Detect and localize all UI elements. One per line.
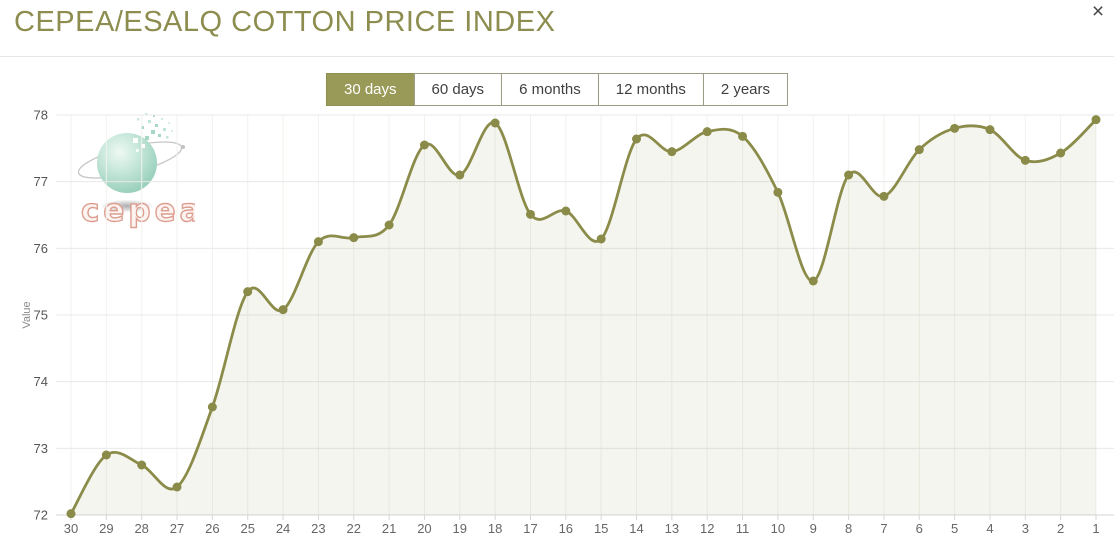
data-point[interactable] — [844, 170, 854, 180]
data-point[interactable] — [243, 287, 253, 297]
x-axis-label: 1 — [1092, 521, 1099, 536]
data-point[interactable] — [702, 127, 712, 137]
y-axis-label: 73 — [34, 441, 48, 456]
x-axis-label: 13 — [665, 521, 679, 536]
x-axis-label: 17 — [523, 521, 537, 536]
x-axis-label: 2 — [1057, 521, 1064, 536]
data-point[interactable] — [950, 123, 960, 133]
x-axis-label: 7 — [880, 521, 887, 536]
range-selector: 30 days 60 days 6 months 12 months 2 yea… — [325, 73, 789, 106]
data-point[interactable] — [101, 450, 111, 460]
data-point[interactable] — [66, 509, 76, 519]
data-point[interactable] — [596, 234, 606, 244]
data-point[interactable] — [419, 140, 429, 150]
header-divider — [0, 56, 1114, 57]
data-point[interactable] — [313, 237, 323, 247]
data-point[interactable] — [384, 220, 394, 230]
data-point[interactable] — [879, 191, 889, 201]
data-point[interactable] — [667, 147, 677, 157]
y-axis-title: Value — [21, 301, 33, 328]
x-axis-label: 8 — [845, 521, 852, 536]
area-fill — [71, 119, 1096, 516]
data-point[interactable] — [490, 118, 500, 128]
range-button-6-months[interactable]: 6 months — [501, 73, 599, 106]
x-axis-label: 26 — [205, 521, 219, 536]
data-point[interactable] — [1056, 148, 1066, 158]
x-axis-label: 21 — [382, 521, 396, 536]
x-axis-label: 4 — [986, 521, 993, 536]
close-button[interactable]: × — [1086, 0, 1110, 24]
x-axis-label: 27 — [170, 521, 184, 536]
x-axis-label: 6 — [916, 521, 923, 536]
y-axis-label: 72 — [34, 508, 48, 523]
y-axis-label: 76 — [34, 241, 48, 256]
data-point[interactable] — [137, 460, 147, 470]
data-point[interactable] — [278, 305, 288, 315]
data-point[interactable] — [914, 145, 924, 155]
data-point[interactable] — [773, 187, 783, 197]
data-point[interactable] — [207, 402, 217, 412]
x-axis-label: 5 — [951, 521, 958, 536]
data-point[interactable] — [632, 134, 642, 144]
data-point[interactable] — [738, 131, 748, 141]
data-point[interactable] — [349, 233, 359, 243]
data-point[interactable] — [172, 482, 182, 492]
x-axis-label: 15 — [594, 521, 608, 536]
x-axis-label: 30 — [64, 521, 78, 536]
data-point[interactable] — [561, 206, 571, 216]
x-axis-label: 11 — [736, 521, 750, 536]
x-axis-label: 19 — [453, 521, 467, 536]
x-axis-label: 16 — [559, 521, 573, 536]
data-point[interactable] — [525, 209, 535, 219]
y-axis-label: 75 — [34, 308, 48, 323]
page-title: CEPEA/ESALQ COTTON PRICE INDEX — [14, 6, 556, 38]
x-axis-label: 23 — [311, 521, 325, 536]
range-button-12-months[interactable]: 12 months — [597, 73, 704, 106]
x-axis-label: 20 — [417, 521, 431, 536]
x-axis-label: 28 — [134, 521, 148, 536]
x-axis-label: 9 — [810, 521, 817, 536]
price-line — [69, 118, 1098, 516]
x-axis-label: 29 — [99, 521, 113, 536]
x-axis-label: 12 — [700, 521, 714, 536]
x-axis-label: 14 — [629, 521, 643, 536]
data-point[interactable] — [808, 276, 818, 286]
data-point[interactable] — [455, 170, 465, 180]
range-button-2-years[interactable]: 2 years — [702, 73, 789, 106]
y-axis-label: 74 — [34, 374, 48, 389]
x-axis-label: 18 — [488, 521, 502, 536]
x-axis-label: 24 — [276, 521, 290, 536]
y-axis-label: 78 — [34, 108, 48, 123]
x-axis-label: 10 — [771, 521, 785, 536]
x-axis-label: 25 — [240, 521, 254, 536]
y-axis-label: 77 — [34, 174, 48, 189]
data-point[interactable] — [1020, 155, 1030, 165]
data-point[interactable] — [1091, 115, 1101, 125]
range-button-30-days[interactable]: 30 days — [325, 73, 415, 106]
data-point[interactable] — [985, 125, 995, 135]
range-button-60-days[interactable]: 60 days — [413, 73, 503, 106]
x-axis-label: 22 — [347, 521, 361, 536]
x-axis-label: 3 — [1022, 521, 1029, 536]
